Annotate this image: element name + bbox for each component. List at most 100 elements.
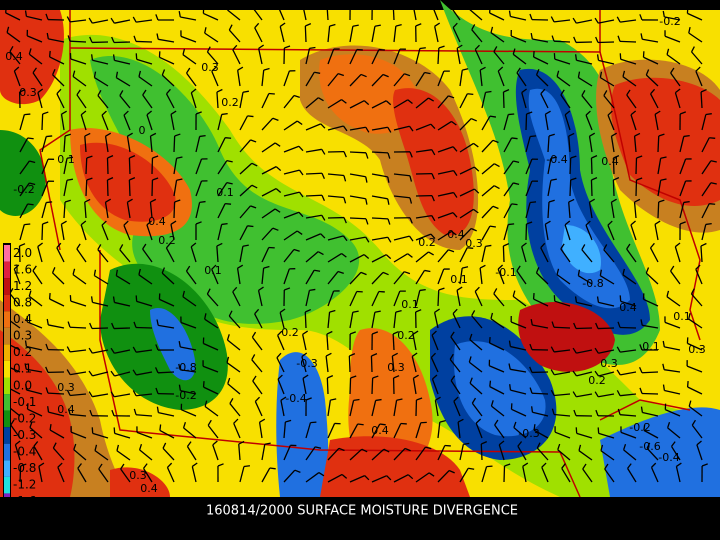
barb-flag <box>254 22 260 29</box>
barb-flag <box>10 419 15 426</box>
barb <box>576 59 593 65</box>
barb <box>437 70 445 87</box>
barb <box>239 225 249 241</box>
barb <box>437 212 454 219</box>
contour-label: 0.2 <box>588 374 606 387</box>
barb <box>232 291 241 307</box>
barb-flag <box>705 223 712 226</box>
contour-label: 0.1 <box>401 298 419 311</box>
barb <box>92 349 109 354</box>
barb-flag <box>585 220 591 226</box>
barb <box>305 48 311 65</box>
barb <box>261 208 276 219</box>
barb-flag <box>517 441 523 447</box>
barb <box>456 290 461 307</box>
barb-flag <box>456 44 463 49</box>
barb <box>94 450 109 461</box>
legend-label: -0.1 <box>13 395 36 409</box>
barb-flag <box>493 185 500 190</box>
barb-flag <box>341 473 348 479</box>
barb <box>302 334 307 351</box>
barb <box>326 3 329 21</box>
barb-flag <box>24 113 31 116</box>
barb-flag <box>272 227 279 231</box>
barb-flag <box>46 135 53 138</box>
barb <box>654 224 659 241</box>
barb <box>70 58 87 65</box>
barb <box>92 371 109 377</box>
barb-flag <box>49 424 52 431</box>
barb <box>415 97 429 109</box>
barb <box>536 272 549 285</box>
barb-flag <box>513 160 520 164</box>
barb-flag <box>364 475 370 481</box>
barb <box>459 118 472 131</box>
barb <box>120 468 131 483</box>
barb <box>627 468 637 483</box>
barb <box>97 249 109 263</box>
barb <box>94 275 109 285</box>
barb-flag <box>473 142 479 148</box>
barb-flag <box>119 244 124 251</box>
barb-flag <box>343 151 347 158</box>
barb <box>180 321 197 329</box>
state-borders <box>39 10 701 498</box>
barb-flag <box>67 35 71 42</box>
barb <box>588 202 593 219</box>
barb-flag <box>630 220 636 226</box>
barb <box>657 201 660 219</box>
barb <box>37 92 43 109</box>
barb-flag <box>237 66 244 71</box>
barb-flag <box>132 16 137 23</box>
barb-flag <box>387 198 390 205</box>
barb-flag <box>591 177 598 181</box>
barb-flag <box>674 242 681 248</box>
barb-flag <box>548 199 555 203</box>
barb <box>620 393 637 397</box>
barb <box>283 469 296 483</box>
contour-label: 0.3 <box>465 237 483 250</box>
barb-flag <box>243 465 251 468</box>
barb-flag <box>662 363 665 370</box>
barb <box>190 246 197 263</box>
barb <box>371 312 376 329</box>
barb-flag <box>343 175 347 182</box>
barb-flag <box>320 233 326 239</box>
barb <box>561 467 571 483</box>
barb-flag <box>451 230 457 236</box>
barb-flag <box>573 409 577 416</box>
barb <box>80 114 87 131</box>
barb <box>305 148 322 153</box>
barb-flag <box>350 375 357 379</box>
barb-flag <box>138 70 142 77</box>
barb-flag <box>572 391 577 398</box>
barb <box>119 95 131 109</box>
barb <box>186 72 197 87</box>
barb <box>283 169 300 175</box>
barb-flag <box>409 125 414 132</box>
barb <box>69 326 87 329</box>
barb <box>642 411 659 417</box>
barb-flag <box>589 198 595 203</box>
barb <box>9 51 21 65</box>
barb <box>701 203 710 219</box>
legend-label: 0.2 <box>13 345 32 359</box>
barb <box>72 274 87 285</box>
barb-flag <box>516 67 521 74</box>
barb-flag <box>508 113 515 116</box>
barb-flag <box>24 10 28 17</box>
barb <box>393 235 410 241</box>
barb-flag <box>123 220 129 226</box>
barb <box>52 272 65 285</box>
barb <box>525 136 531 153</box>
barb-flag <box>700 88 707 93</box>
barb <box>251 359 263 373</box>
barb <box>182 54 197 65</box>
barb-flag <box>511 137 518 140</box>
barb <box>480 443 483 461</box>
barb <box>459 247 468 263</box>
barb-flag <box>634 132 641 137</box>
barb-flag <box>700 242 707 247</box>
barb-flag <box>600 444 604 451</box>
barb <box>643 56 659 65</box>
